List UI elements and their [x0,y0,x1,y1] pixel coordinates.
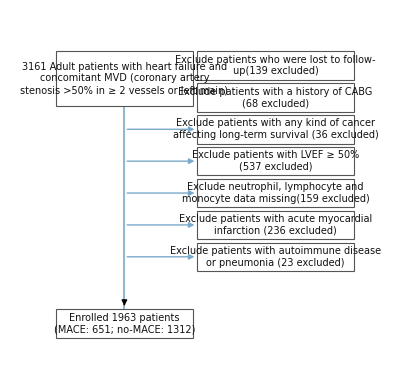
Text: Exclude neutrophil, lymphocyte and
monocyte data missing(159 excluded): Exclude neutrophil, lymphocyte and monoc… [182,182,370,204]
FancyBboxPatch shape [197,211,354,239]
Text: Exclude patients with any kind of cancer
affecting long-term survival (36 exclud: Exclude patients with any kind of cancer… [173,118,378,140]
FancyBboxPatch shape [197,179,354,207]
FancyBboxPatch shape [197,243,354,271]
Text: Exclude patients with autoimmune disease
or pneumonia (23 excluded): Exclude patients with autoimmune disease… [170,246,381,268]
Text: Exclude patients who were lost to follow-
up(139 excluded): Exclude patients who were lost to follow… [175,55,376,76]
Text: Enrolled 1963 patients
(MACE: 651; no-MACE: 1312): Enrolled 1963 patients (MACE: 651; no-MA… [54,313,195,334]
Text: Exclude patients with LVEF ≥ 50%
(537 excluded): Exclude patients with LVEF ≥ 50% (537 ex… [192,151,359,172]
FancyBboxPatch shape [197,51,354,80]
FancyBboxPatch shape [197,115,354,144]
FancyBboxPatch shape [56,51,193,106]
Text: 3161 Adult patients with heart failure and
concomitant MVD (coronary artery
sten: 3161 Adult patients with heart failure a… [20,62,228,95]
FancyBboxPatch shape [56,309,193,339]
Text: Exclude patients with a history of CABG
(68 excluded): Exclude patients with a history of CABG … [178,87,373,108]
FancyBboxPatch shape [197,147,354,175]
Text: Exclude patients with acute myocardial
infarction (236 excluded): Exclude patients with acute myocardial i… [179,214,372,236]
FancyBboxPatch shape [197,83,354,112]
